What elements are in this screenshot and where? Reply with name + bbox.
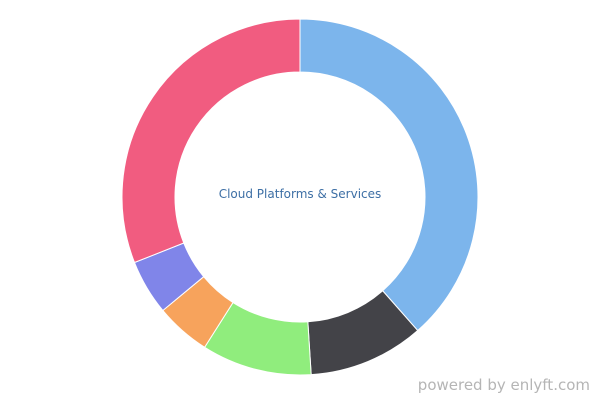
- donut-slice-1[interactable]: [299, 18, 479, 332]
- powered-by-credit: powered by enlyft.com: [417, 376, 590, 394]
- donut-slice-6[interactable]: [121, 18, 301, 264]
- center-label: Cloud Platforms & Services: [219, 187, 382, 201]
- slices-group: [121, 18, 479, 376]
